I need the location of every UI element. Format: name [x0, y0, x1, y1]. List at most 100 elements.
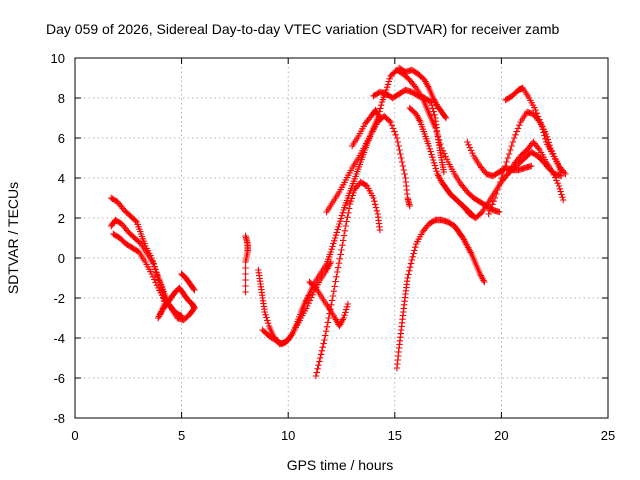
data-point [406, 264, 414, 271]
data-point [405, 271, 412, 278]
data-point [407, 260, 415, 267]
series-track-p [393, 216, 488, 372]
data-point [404, 274, 411, 282]
data-point [425, 142, 433, 150]
data-point [441, 113, 449, 120]
data-point [508, 142, 515, 150]
data-point [327, 258, 335, 266]
data-point [342, 306, 350, 313]
data-point [536, 116, 543, 123]
series-track-k [323, 112, 413, 216]
data-point [498, 174, 505, 182]
data-point [322, 328, 330, 335]
data-point [324, 319, 332, 326]
data-point [391, 128, 398, 135]
data-point [389, 125, 397, 132]
data-point [331, 237, 338, 244]
data-point [242, 288, 249, 296]
data-point [347, 198, 355, 205]
x-tick-label: 5 [178, 428, 185, 443]
data-point [499, 170, 506, 178]
data-point [396, 146, 403, 154]
data-point [190, 285, 197, 292]
data-point [505, 150, 513, 158]
data-point [490, 198, 497, 205]
data-point [427, 148, 434, 155]
data-point [261, 308, 268, 316]
data-point [242, 270, 249, 278]
data-point [340, 232, 348, 239]
data-point [345, 205, 353, 212]
data-point [542, 135, 549, 142]
y-tick-labels: -8 -6 -4 -2 0 2 4 6 8 10 [51, 51, 65, 426]
data-point [330, 288, 338, 295]
data-point [401, 170, 408, 178]
y-tick-label: 2 [58, 211, 65, 226]
data-point [337, 218, 344, 225]
data-point [335, 260, 343, 267]
data-point [330, 240, 337, 247]
data-point [317, 351, 325, 358]
data-point [412, 244, 419, 251]
data-point [333, 229, 341, 236]
series-track-f [242, 232, 251, 296]
data-point [432, 165, 439, 172]
data-point [406, 202, 413, 210]
y-tick-label: 6 [58, 131, 65, 146]
data-point [328, 246, 335, 253]
y-tick-label: 8 [58, 91, 65, 106]
data-point [429, 105, 436, 112]
data-point [502, 162, 509, 170]
x-tick-label: 10 [281, 428, 295, 443]
data-point [336, 220, 343, 228]
data-point [333, 273, 340, 280]
data-point [264, 317, 271, 324]
x-tick-label: 25 [601, 428, 615, 443]
data-point [532, 106, 539, 114]
data-point [262, 311, 269, 318]
data-point [315, 362, 322, 369]
data-point [339, 242, 346, 249]
data-point [321, 336, 328, 344]
data-point [528, 162, 535, 170]
data-point [466, 144, 474, 151]
x-tick-label: 20 [494, 428, 508, 443]
data-point [491, 194, 499, 202]
x-tick-label: 15 [388, 428, 402, 443]
data-point [489, 201, 496, 208]
data-point [503, 158, 510, 166]
data-point [399, 162, 407, 170]
data-point [556, 185, 564, 192]
data-point [337, 215, 345, 222]
data-point [304, 302, 311, 310]
data-point [410, 250, 417, 257]
data-point [342, 309, 349, 316]
data-point [346, 200, 354, 208]
data-point [305, 300, 312, 307]
data-point [496, 208, 503, 216]
y-tick-label: -4 [53, 331, 65, 346]
data-point [431, 162, 439, 169]
data-point [313, 369, 320, 376]
data-point [338, 212, 346, 219]
data-point [385, 78, 393, 85]
data-point [429, 156, 437, 164]
series-track-u [506, 148, 565, 180]
data-point [512, 131, 519, 138]
data-point [558, 191, 565, 198]
series-track-t [502, 84, 569, 178]
data-point [264, 320, 272, 327]
data-point [411, 247, 418, 254]
data-point [408, 256, 416, 264]
data-point [384, 81, 392, 88]
data-point [151, 276, 158, 283]
data-point [541, 132, 548, 139]
data-point [465, 141, 472, 148]
x-tick-label: 0 [71, 428, 78, 443]
data-point [349, 192, 356, 199]
data-point [397, 154, 405, 162]
data-point [428, 102, 436, 109]
data-point [507, 146, 514, 154]
data-point [318, 347, 326, 354]
